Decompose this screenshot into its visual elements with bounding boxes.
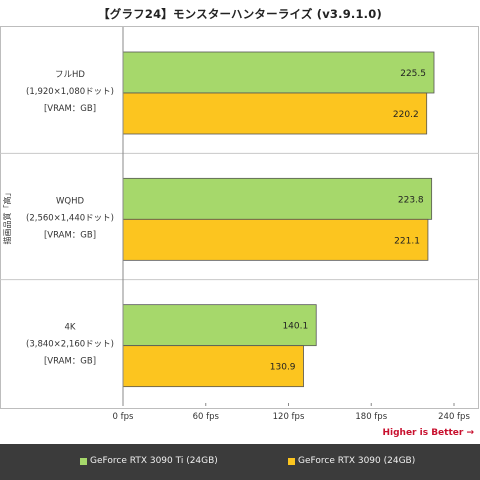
legend-swatch-series-2 <box>288 457 295 465</box>
y-axis-title: 描画品質「高」 <box>2 189 12 245</box>
data-label: 130.9 <box>270 363 296 373</box>
legend: GeForce RTX 3090 Ti (24GB) GeForce RTX 3… <box>0 444 480 480</box>
category-label: 4K <box>65 323 76 333</box>
legend-item-series-1: GeForce RTX 3090 Ti (24GB) <box>80 456 218 466</box>
category-label: [VRAM：GB] <box>44 104 96 114</box>
higher-is-better-note: Higher is Better → <box>382 428 474 438</box>
x-tick-label: 120 fps <box>273 412 305 422</box>
legend-swatch-series-1 <box>80 457 87 465</box>
legend-label-series-2: GeForce RTX 3090 (24GB) <box>298 456 416 466</box>
category-label: (1,920×1,080ドット) <box>26 87 114 97</box>
bar-1-2 <box>122 177 433 220</box>
bar-2-2 <box>122 218 429 261</box>
category-label: (2,560×1,440ドット) <box>26 213 114 223</box>
category-label: [VRAM：GB] <box>44 357 96 367</box>
category-label: (3,840×2,160ドット) <box>26 340 114 350</box>
data-label: 140.1 <box>282 322 308 332</box>
x-tick-label: 60 fps <box>193 412 220 422</box>
x-tick-label: 240 fps <box>438 412 470 422</box>
category-label: フルHD <box>55 70 85 80</box>
bar-2-1 <box>122 92 428 135</box>
x-tick-label: 180 fps <box>355 412 387 422</box>
data-label: 220.2 <box>393 110 419 120</box>
data-label: 225.5 <box>400 69 426 79</box>
chart-title: 【グラフ24】モンスターハンターライズ (v3.9.1.0) <box>98 7 382 21</box>
category-label: [VRAM：GB] <box>44 230 96 240</box>
bar-1-1 <box>122 51 435 94</box>
x-tick-label: 0 fps <box>113 412 134 422</box>
data-label: 221.1 <box>394 236 420 246</box>
bar-chart: 描画品質「高」 225.5 220.2 フルHD (1,920×1,080ドット) [VR… <box>0 27 479 422</box>
legend-label-series-1: GeForce RTX 3090 Ti (24GB) <box>90 456 218 466</box>
legend-item-series-2: GeForce RTX 3090 (24GB) <box>288 456 415 466</box>
category-label: WQHD <box>56 196 84 206</box>
bar-2-3 <box>122 345 304 388</box>
data-label: 223.8 <box>398 195 424 205</box>
